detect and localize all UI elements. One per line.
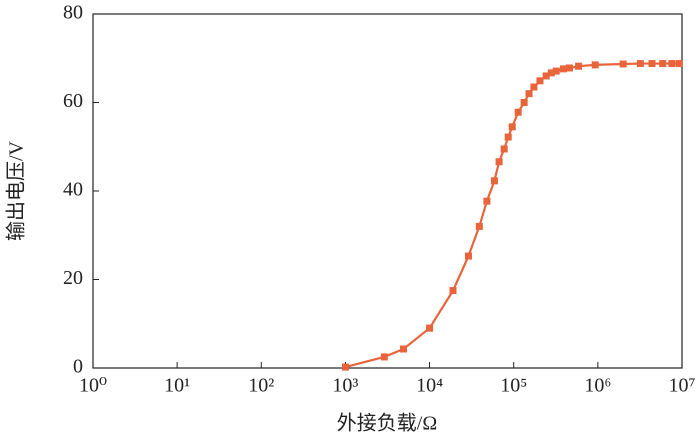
- point-marker: [464, 252, 472, 260]
- point-marker: [648, 60, 656, 68]
- x-axis-title: 外接负载/Ω: [337, 412, 437, 435]
- x-tick-label: 10⁵: [500, 375, 527, 397]
- point-marker: [520, 99, 528, 106]
- y-tick-label: 80: [63, 2, 83, 24]
- point-marker: [475, 222, 483, 230]
- point-marker: [536, 77, 544, 85]
- point-marker: [490, 177, 498, 185]
- series-line: [345, 62, 680, 369]
- point-marker: [400, 345, 408, 353]
- point-marker: [449, 287, 457, 295]
- point-marker: [559, 65, 567, 73]
- point-marker: [591, 61, 599, 69]
- y-axis-title: 输出电压/V: [5, 140, 28, 241]
- x-tick-label: 10⁰: [79, 375, 107, 397]
- point-marker: [530, 83, 538, 91]
- y-tick-label: 60: [63, 90, 83, 112]
- point-marker: [547, 69, 555, 77]
- y-tick-label: 0: [73, 356, 83, 378]
- x-tick-label: 10³: [332, 375, 358, 397]
- point-marker: [500, 145, 508, 153]
- point-marker: [380, 353, 388, 361]
- x-tick-label: 10⁷: [669, 375, 696, 397]
- point-marker: [552, 67, 560, 75]
- point-marker: [483, 197, 491, 205]
- x-tick-label: 10¹: [164, 375, 190, 397]
- y-tick-label: 20: [63, 267, 83, 289]
- point-marker: [636, 60, 644, 68]
- point-marker: [668, 60, 676, 68]
- point-marker: [659, 60, 667, 68]
- point-marker: [508, 123, 516, 131]
- x-tick-label: 10²: [248, 375, 274, 397]
- x-tick-label: 10⁶: [584, 375, 611, 397]
- x-tick-label: 10⁴: [416, 375, 443, 397]
- point-marker: [495, 158, 503, 166]
- point-marker: [675, 60, 683, 68]
- point-marker: [504, 133, 512, 141]
- y-tick-label: 40: [63, 179, 83, 201]
- point-marker: [575, 62, 583, 70]
- point-marker: [525, 90, 533, 98]
- point-marker: [542, 72, 550, 80]
- point-marker: [619, 60, 627, 68]
- point-marker: [514, 108, 522, 116]
- point-marker: [426, 324, 434, 332]
- point-marker: [565, 64, 573, 72]
- point-marker: [341, 363, 349, 371]
